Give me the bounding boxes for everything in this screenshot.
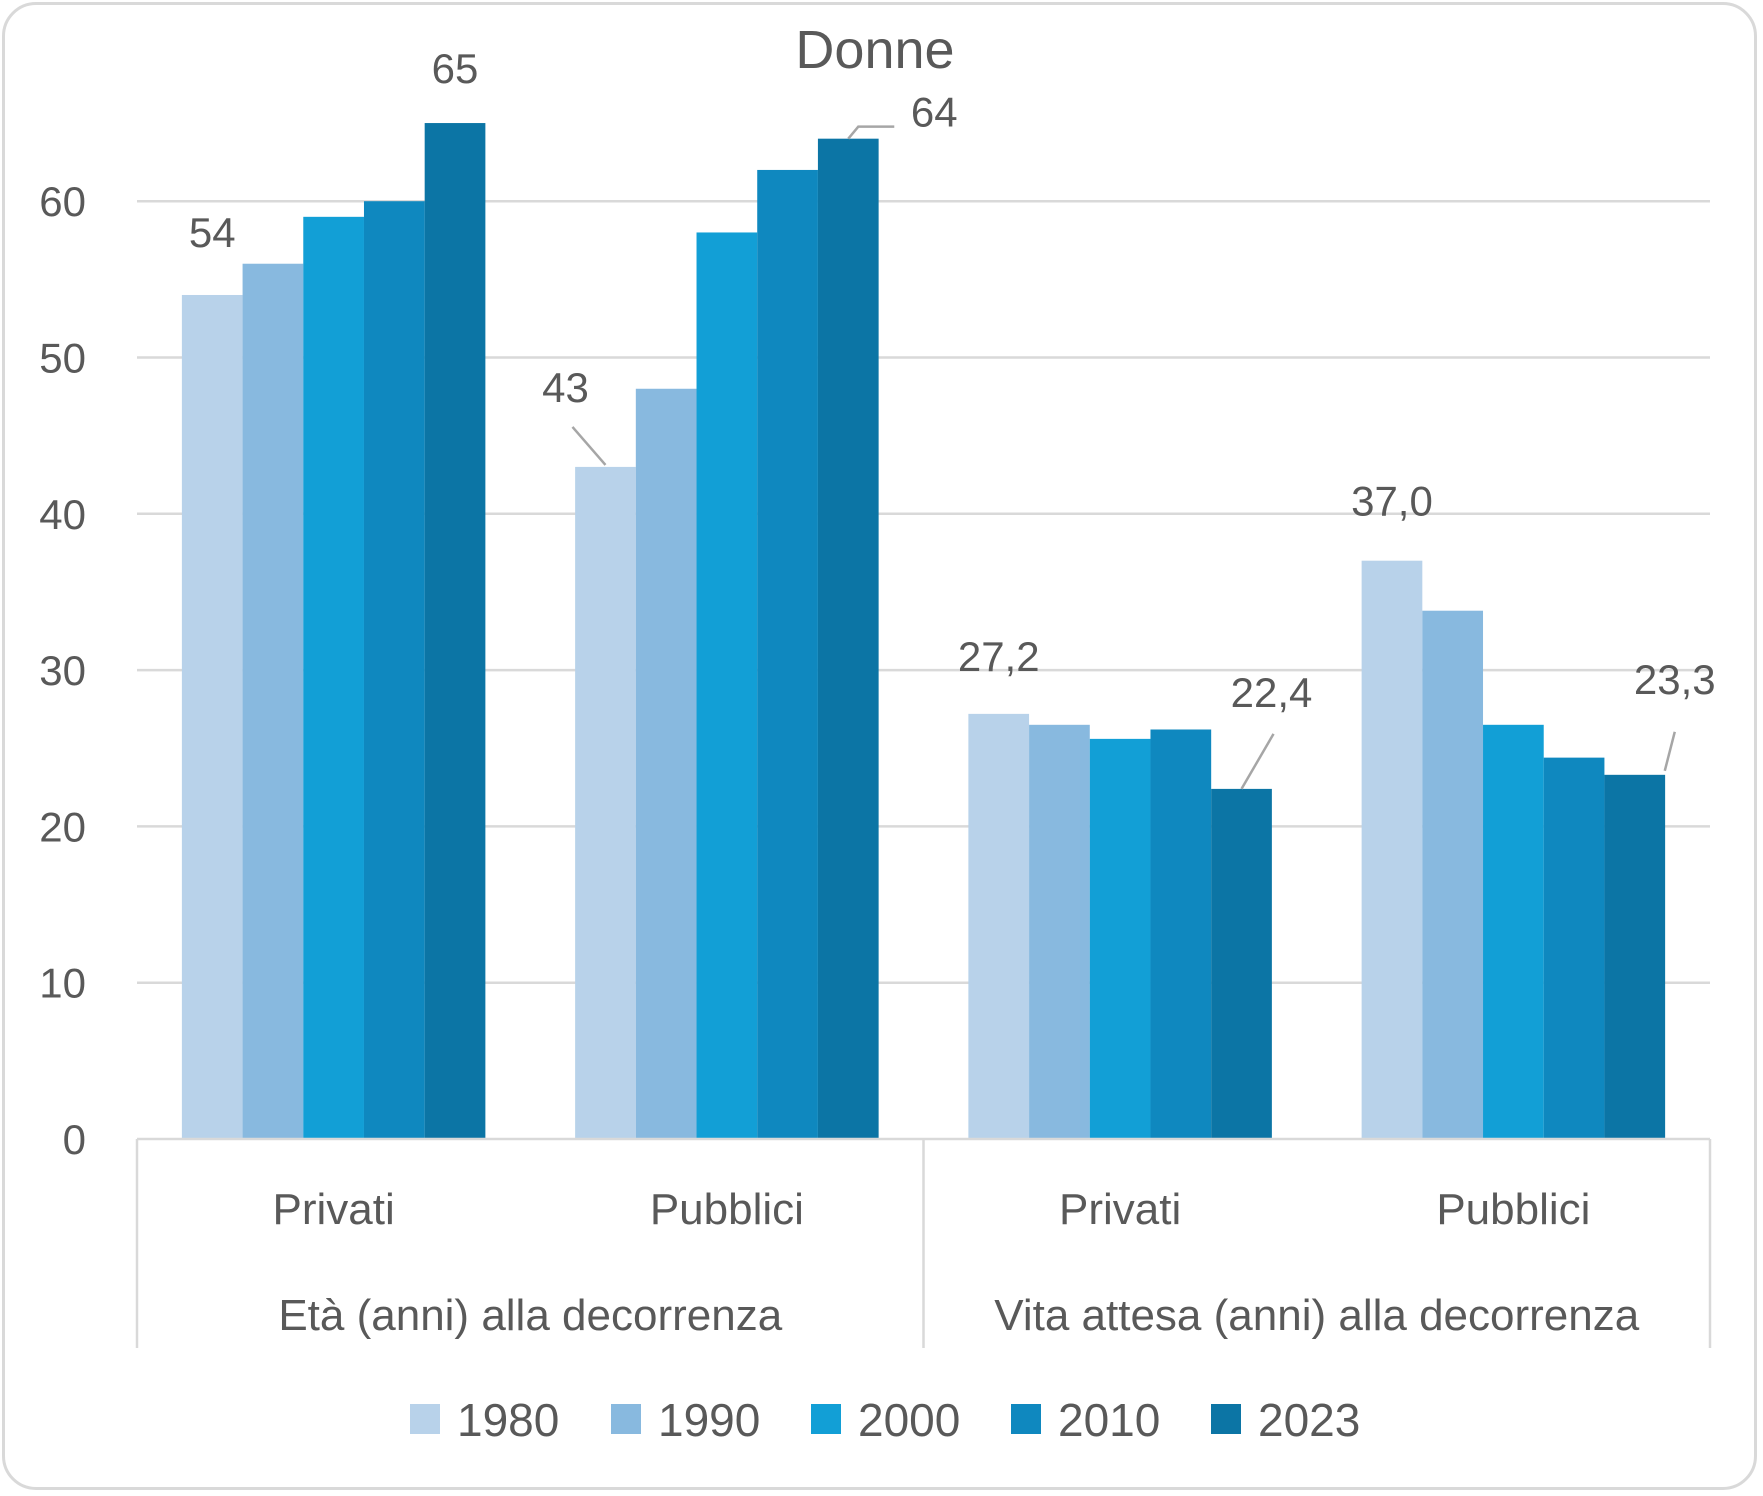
y-tick-label: 10 (39, 960, 86, 1007)
bar (1604, 774, 1666, 1139)
leader-line (847, 125, 895, 140)
chart-title: Donne (795, 20, 954, 80)
data-label: 27,2 (958, 633, 1040, 680)
legend: 1980 1990 2000 2010 2023 (410, 1394, 1360, 1446)
bar (757, 169, 818, 1139)
group-label: Vita attesa (anni) alla decorrenza (994, 1291, 1639, 1340)
data-label: 64 (911, 89, 958, 136)
bar (1543, 757, 1605, 1139)
bar (363, 201, 425, 1139)
bar (968, 713, 1030, 1139)
y-tick-label: 20 (39, 803, 86, 850)
data-label: 65 (432, 45, 479, 92)
data-label: 37,0 (1351, 478, 1433, 525)
category-label: Pubblici (1436, 1185, 1590, 1234)
bar (1150, 729, 1212, 1139)
legend-swatch (611, 1404, 641, 1434)
bar (1361, 560, 1423, 1139)
bar (242, 263, 304, 1140)
bar (1211, 788, 1272, 1139)
bar (575, 466, 636, 1139)
bar (303, 216, 364, 1139)
category-label: Pubblici (650, 1185, 804, 1234)
bar (1422, 610, 1484, 1139)
y-tick-label: 60 (39, 178, 86, 225)
bar (181, 294, 243, 1140)
y-tick-label: 50 (39, 335, 86, 382)
bar (1029, 724, 1090, 1139)
leader-line (1663, 731, 1676, 772)
legend-label: 2000 (858, 1394, 960, 1446)
y-tick-label: 30 (39, 647, 86, 694)
legend-swatch (410, 1404, 440, 1434)
bar (817, 138, 879, 1139)
y-tick-label: 0 (63, 1116, 86, 1163)
legend-swatch (1211, 1404, 1241, 1434)
bars (181, 123, 1666, 1140)
legend-label: 1990 (658, 1394, 760, 1446)
leader-line (571, 426, 607, 466)
legend-label: 2010 (1058, 1394, 1160, 1446)
x-axis: Privati Pubblici Privati Pubblici Età (anni)… (135, 1137, 1712, 1348)
category-label: Privati (1059, 1185, 1181, 1234)
leader-lines (571, 125, 1676, 790)
legend-swatch (811, 1404, 841, 1434)
legend-label: 1980 (457, 1394, 559, 1446)
legend-label: 2023 (1258, 1394, 1360, 1446)
y-axis: 0 10 20 30 40 50 60 (39, 178, 86, 1163)
bar (424, 123, 486, 1140)
bar (635, 388, 697, 1139)
leader-line (1240, 733, 1275, 790)
group-label: Età (anni) alla decorrenza (278, 1291, 782, 1340)
data-label: 22,4 (1231, 669, 1313, 716)
data-label: 54 (189, 209, 236, 256)
data-labels: 54 65 43 64 27,2 22,4 37,0 23,3 (189, 45, 1716, 716)
bar (696, 232, 758, 1139)
data-label: 23,3 (1634, 656, 1716, 703)
bar (1089, 738, 1151, 1139)
category-label: Privati (273, 1185, 395, 1234)
data-label: 43 (542, 364, 589, 411)
legend-swatch (1011, 1404, 1041, 1434)
y-tick-label: 40 (39, 491, 86, 538)
bar (1483, 724, 1544, 1139)
